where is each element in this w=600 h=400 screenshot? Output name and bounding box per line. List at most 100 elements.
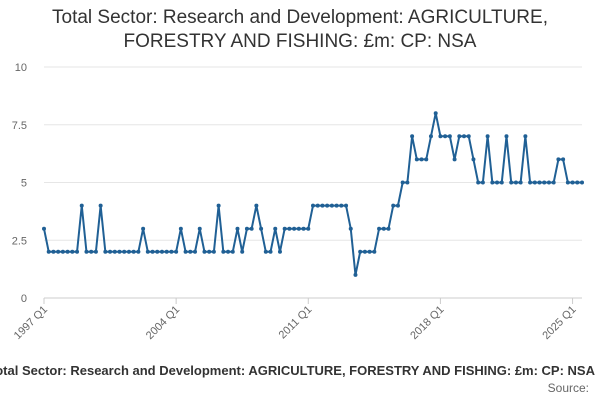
- data-point: [433, 111, 438, 116]
- data-point: [325, 203, 330, 208]
- data-point: [405, 180, 410, 185]
- x-tick-label: 1997 Q1: [12, 304, 50, 342]
- footer-source: Source:: [547, 381, 589, 395]
- data-point: [372, 249, 377, 254]
- data-point: [117, 249, 122, 254]
- chart-title-line-1: Total Sector: Research and Development: …: [52, 7, 548, 28]
- data-point: [174, 249, 179, 254]
- data-point: [108, 249, 113, 254]
- data-point: [306, 226, 311, 231]
- data-point: [546, 180, 551, 185]
- chart-title: Total Sector: Research and Development: …: [0, 6, 600, 54]
- data-point: [164, 249, 169, 254]
- data-point: [367, 249, 372, 254]
- data-point: [485, 134, 490, 139]
- data-point: [188, 249, 193, 254]
- footer-title: Total Sector: Research and Development: …: [0, 363, 600, 381]
- data-point: [395, 203, 400, 208]
- data-point: [471, 157, 476, 162]
- footer-title-text: Total Sector: Research and Development: …: [0, 363, 595, 378]
- data-point: [79, 203, 84, 208]
- data-point: [570, 180, 575, 185]
- data-point: [282, 226, 287, 231]
- data-point: [315, 203, 320, 208]
- data-point: [141, 226, 146, 231]
- data-point: [197, 226, 202, 231]
- data-point: [580, 180, 584, 185]
- data-point: [561, 157, 566, 162]
- data-point: [89, 249, 94, 254]
- data-point: [490, 180, 495, 185]
- data-point: [499, 180, 504, 185]
- data-point: [202, 249, 207, 254]
- y-tick-label: 10: [15, 62, 27, 74]
- data-point: [537, 180, 542, 185]
- data-point: [353, 272, 358, 277]
- series-points: [42, 111, 584, 277]
- data-point: [296, 226, 301, 231]
- data-point: [65, 249, 70, 254]
- data-point: [424, 157, 429, 162]
- data-point: [216, 203, 221, 208]
- data-point: [532, 180, 537, 185]
- data-point: [381, 226, 386, 231]
- data-point: [112, 249, 117, 254]
- data-point: [263, 249, 268, 254]
- data-point: [447, 134, 452, 139]
- data-point: [277, 249, 282, 254]
- x-tick-label: 2011 Q1: [277, 304, 315, 342]
- y-tick-label: 5: [21, 178, 27, 190]
- x-tick-label: 2004 Q1: [144, 304, 182, 342]
- data-point: [438, 134, 443, 139]
- data-point: [136, 249, 141, 254]
- data-point: [414, 157, 419, 162]
- data-point: [159, 249, 164, 254]
- y-axis: 0 2.5 5 7.5 10: [12, 62, 27, 305]
- data-point: [452, 157, 457, 162]
- data-point: [334, 203, 339, 208]
- data-point: [183, 249, 188, 254]
- data-point: [528, 180, 533, 185]
- data-point: [122, 249, 127, 254]
- y-tick-label: 2.5: [12, 235, 27, 247]
- data-point: [428, 134, 433, 139]
- data-point: [230, 249, 235, 254]
- data-point: [476, 180, 481, 185]
- data-point: [240, 249, 245, 254]
- data-point: [145, 249, 150, 254]
- data-point: [556, 157, 561, 162]
- data-point: [457, 134, 462, 139]
- data-point: [103, 249, 108, 254]
- data-point: [523, 134, 528, 139]
- data-point: [60, 249, 65, 254]
- data-point: [419, 157, 424, 162]
- y-tick-label: 0: [21, 293, 27, 305]
- y-tick-label: 7.5: [12, 120, 27, 132]
- data-point: [126, 249, 131, 254]
- data-point: [443, 134, 448, 139]
- data-point: [377, 226, 382, 231]
- data-point: [155, 249, 160, 254]
- data-point: [320, 203, 325, 208]
- data-point: [287, 226, 292, 231]
- data-point: [150, 249, 155, 254]
- data-point: [518, 180, 523, 185]
- data-point: [131, 249, 136, 254]
- data-point: [178, 226, 183, 231]
- data-point: [391, 203, 396, 208]
- data-point: [301, 226, 306, 231]
- x-tick-label: 2018 Q1: [408, 304, 446, 342]
- data-point: [551, 180, 556, 185]
- data-point: [495, 180, 500, 185]
- data-point: [259, 226, 264, 231]
- data-point: [46, 249, 51, 254]
- data-point: [348, 226, 353, 231]
- x-tick-label: 2025 Q1: [540, 304, 578, 342]
- data-point: [273, 226, 278, 231]
- data-point: [207, 249, 212, 254]
- data-point: [244, 226, 249, 231]
- data-point: [513, 180, 518, 185]
- data-point: [311, 203, 315, 208]
- data-point: [344, 203, 349, 208]
- data-point: [254, 203, 259, 208]
